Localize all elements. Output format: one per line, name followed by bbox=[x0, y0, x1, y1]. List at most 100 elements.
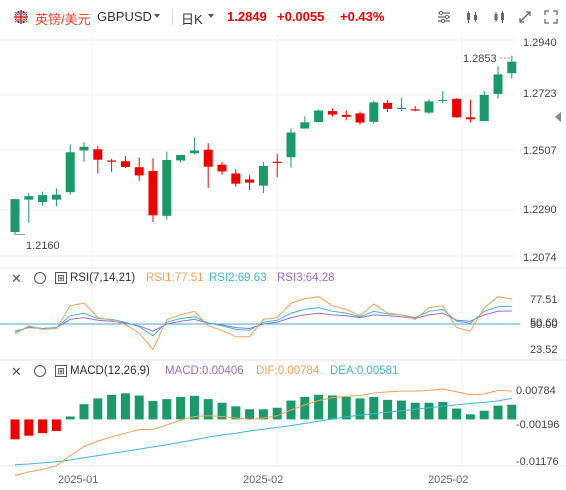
candle-body bbox=[369, 102, 379, 122]
candle-body bbox=[479, 94, 489, 122]
macd-bar bbox=[24, 419, 34, 436]
rsi2-value: RSI2:69.63 bbox=[209, 272, 267, 284]
flag-uk-icon bbox=[14, 10, 30, 29]
macd-bar bbox=[162, 399, 172, 420]
macd-bar bbox=[65, 416, 75, 420]
macd-bar bbox=[327, 395, 337, 420]
candle-body bbox=[410, 109, 420, 111]
candle-body bbox=[314, 110, 324, 123]
price-change: +0.0055 bbox=[277, 9, 325, 24]
candle-body bbox=[38, 195, 48, 203]
toolbar-indicators-icon[interactable] bbox=[462, 7, 482, 27]
macd-series bbox=[10, 388, 517, 476]
timeframe-caret-icon[interactable] bbox=[208, 14, 214, 18]
rsi-axis-label: 23.52 bbox=[530, 344, 558, 356]
close-icon[interactable]: ✕ bbox=[11, 364, 22, 379]
candle-body bbox=[217, 164, 227, 172]
macd-bar bbox=[355, 398, 365, 420]
rsi-axis-label: 50.00 bbox=[530, 319, 558, 331]
macd-bar bbox=[203, 399, 213, 420]
macd-bar bbox=[51, 419, 61, 431]
macd-bar bbox=[465, 414, 475, 420]
macd-bar bbox=[452, 408, 462, 420]
macd-bar bbox=[10, 419, 20, 440]
candle-body bbox=[51, 194, 61, 200]
candle-body bbox=[107, 160, 117, 162]
rsi-axis-label: 50.60 bbox=[530, 317, 558, 329]
candle-body bbox=[272, 161, 282, 163]
macd-bar bbox=[479, 410, 489, 420]
toolbar-tools-icon[interactable] bbox=[490, 7, 510, 27]
candle-body bbox=[231, 173, 241, 184]
candle-body bbox=[396, 107, 406, 110]
macd-axis-label: -0.00196 bbox=[516, 419, 560, 431]
macd-bar bbox=[79, 404, 89, 420]
candle-body bbox=[383, 102, 393, 109]
macd-axis-label: 0.00784 bbox=[516, 385, 556, 397]
macd-bar bbox=[493, 405, 503, 420]
date-axis-label: 2025-01 bbox=[58, 474, 99, 486]
price-axis-label: 1.2507 bbox=[523, 145, 557, 157]
date-axis-label: 2025-02 bbox=[243, 474, 284, 486]
price-axis-label: 1.2940 bbox=[523, 37, 557, 49]
candle-body bbox=[507, 61, 517, 74]
macd-bar bbox=[231, 406, 241, 420]
price-axis-label: 1.2074 bbox=[523, 252, 557, 264]
macd-bar bbox=[176, 396, 186, 420]
candle-body bbox=[10, 199, 20, 233]
macd-bar bbox=[107, 394, 117, 420]
macd-bar bbox=[189, 395, 199, 420]
settings-icon[interactable] bbox=[34, 365, 46, 377]
macd-bar bbox=[245, 409, 255, 420]
candle-body bbox=[452, 98, 462, 118]
dropdown-caret-icon[interactable] bbox=[154, 14, 160, 18]
rsi1-value: RSI1:77.51 bbox=[146, 272, 204, 284]
indicator-icon[interactable]: ⊞ bbox=[55, 272, 67, 284]
candle-body bbox=[65, 152, 75, 193]
candle-body bbox=[438, 99, 448, 102]
candle-body bbox=[245, 179, 255, 183]
last-price: 1.2849 bbox=[227, 9, 267, 24]
fullscreen-icon[interactable] bbox=[541, 7, 561, 27]
settings-icon[interactable] bbox=[34, 272, 46, 284]
macd-bar bbox=[300, 396, 310, 420]
rsi-axis-label: 77.51 bbox=[530, 294, 558, 306]
indicator-icon[interactable]: ⊞ bbox=[55, 365, 67, 377]
divider bbox=[172, 9, 173, 25]
close-icon[interactable]: ✕ bbox=[11, 271, 22, 286]
rsi2-line bbox=[14, 305, 512, 337]
macd-bar bbox=[38, 419, 48, 434]
dif-line bbox=[14, 388, 512, 476]
symbol-selector[interactable]: GBPUSD bbox=[97, 9, 152, 24]
macd-bar bbox=[383, 399, 393, 420]
macd-bar bbox=[120, 393, 130, 420]
candle-body bbox=[79, 146, 89, 151]
macd-header: ✕ ⊞ MACD(12,26,9) MACD:0.00406 DIF:0.007… bbox=[0, 363, 566, 381]
timeframe-selector[interactable]: 日K bbox=[181, 12, 203, 27]
dea-value: DEA:0.00581 bbox=[330, 365, 399, 377]
pair-name[interactable]: 英镑/美元 bbox=[35, 12, 91, 27]
macd-bar bbox=[424, 402, 434, 420]
macd-bar bbox=[341, 396, 351, 420]
chart-header: 英镑/美元 GBPUSD 日K 1.2849 +0.0055 +0.43% bbox=[0, 0, 566, 34]
rsi-series bbox=[0, 296, 520, 351]
toolbar-settings-icon[interactable] bbox=[434, 7, 454, 27]
candlestick-series bbox=[10, 55, 517, 236]
rsi3-line bbox=[14, 310, 512, 332]
candle-body bbox=[134, 167, 144, 176]
macd-bar bbox=[369, 396, 379, 420]
collapse-arrow-icon[interactable] bbox=[555, 112, 561, 122]
candle-body bbox=[189, 150, 199, 154]
rsi-label: RSI(7,14,21) bbox=[70, 272, 136, 284]
price-axis-label: 1.2290 bbox=[523, 204, 557, 216]
candle-body bbox=[93, 149, 103, 160]
macd-bar bbox=[410, 402, 420, 420]
candle-body bbox=[341, 114, 351, 117]
candle-body bbox=[162, 159, 172, 216]
macd-bar bbox=[438, 402, 448, 420]
macd-label: MACD(12,26,9) bbox=[70, 365, 150, 377]
macd-bar bbox=[134, 395, 144, 420]
expand-icon[interactable] bbox=[515, 7, 535, 27]
dif-value: DIF:0.00784 bbox=[256, 365, 320, 377]
